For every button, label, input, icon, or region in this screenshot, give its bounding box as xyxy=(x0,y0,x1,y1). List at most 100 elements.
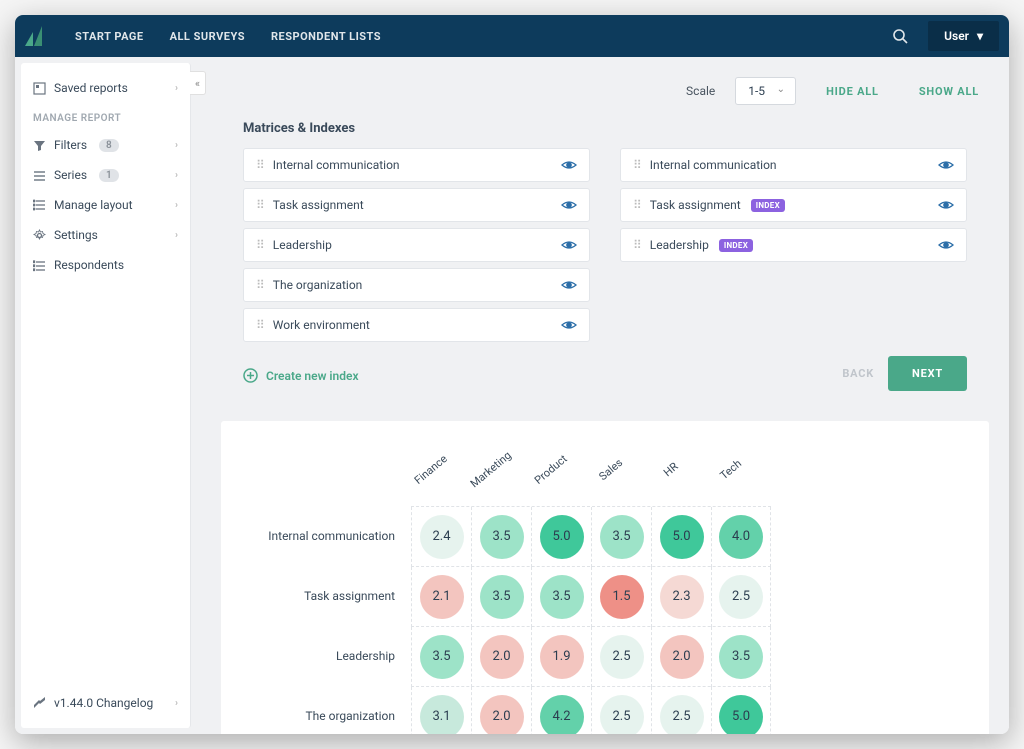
series-icon xyxy=(33,169,46,182)
eye-icon[interactable] xyxy=(938,159,954,171)
sidebar-manage-layout[interactable]: Manage layout › xyxy=(21,190,190,220)
drag-icon: ⠿ xyxy=(256,198,263,212)
hide-all-button[interactable]: HIDE ALL xyxy=(816,85,889,98)
matrix-item[interactable]: ⠿ Leadership INDEX xyxy=(620,228,967,262)
create-new-index-button[interactable]: Create new index xyxy=(243,368,359,383)
heatmap-cell[interactable]: 3.1 xyxy=(411,687,471,735)
matrix-item[interactable]: ⠿Internal communication xyxy=(243,148,590,182)
matrix-item[interactable]: ⠿ Work environment xyxy=(243,308,590,342)
filter-icon xyxy=(33,139,46,152)
heatmap-cell[interactable]: 2.5 xyxy=(591,687,651,735)
drag-icon: ⠿ xyxy=(633,158,640,172)
chevron-right-icon: › xyxy=(175,230,178,241)
matrix-item-label: Task assignment xyxy=(273,198,364,212)
scale-value: 1-5 xyxy=(748,84,765,98)
index-badge: INDEX xyxy=(719,239,753,252)
sidebar-settings[interactable]: Settings › xyxy=(21,220,190,250)
heatmap-cell[interactable]: 2.5 xyxy=(711,567,771,627)
heatmap-bubble: 3.5 xyxy=(480,575,524,619)
collapse-sidebar-button[interactable]: « xyxy=(190,71,206,95)
sidebar-saved-reports[interactable]: Saved reports › xyxy=(21,73,190,103)
heatmap-bubble: 2.0 xyxy=(660,635,704,679)
user-label: User xyxy=(944,29,969,43)
sidebar-item-label: Filters xyxy=(54,138,87,152)
sidebar-series[interactable]: Series 1 › xyxy=(21,160,190,190)
changelog-icon xyxy=(33,697,46,710)
create-new-label: Create new index xyxy=(266,369,359,383)
show-all-button[interactable]: SHOW ALL xyxy=(909,85,989,98)
heatmap-bubble: 2.3 xyxy=(660,575,704,619)
heatmap-cell[interactable]: 2.3 xyxy=(651,567,711,627)
eye-icon[interactable] xyxy=(938,199,954,211)
heatmap-bubble: 3.5 xyxy=(719,635,763,679)
heatmap-bubble: 2.0 xyxy=(480,695,524,735)
heatmap-cell[interactable]: 1.5 xyxy=(591,567,651,627)
sidebar-filters[interactable]: Filters 8 › xyxy=(21,130,190,160)
chevron-down-icon: ▾ xyxy=(977,29,983,43)
heatmap-cell[interactable]: 5.0 xyxy=(711,687,771,735)
matrix-item[interactable]: ⠿ Task assignment xyxy=(243,188,590,222)
eye-icon[interactable] xyxy=(561,159,577,171)
matrix-item[interactable]: ⠿ Internal communication xyxy=(620,148,967,182)
sidebar-respondents[interactable]: Respondents xyxy=(21,250,190,280)
next-button[interactable]: NEXT xyxy=(888,356,967,391)
sidebar-changelog[interactable]: v1.44.0 Changelog › xyxy=(21,688,190,718)
eye-icon[interactable] xyxy=(561,239,577,251)
scale-select[interactable]: 1-5 ⌄ xyxy=(735,77,796,105)
search-icon[interactable] xyxy=(893,29,908,44)
heatmap-bubble: 2.5 xyxy=(660,695,704,735)
eye-icon[interactable] xyxy=(561,279,577,291)
heatmap-bubble: 3.1 xyxy=(420,695,464,735)
heatmap-bubble: 1.5 xyxy=(600,575,644,619)
heatmap-cell[interactable]: 3.5 xyxy=(531,567,591,627)
user-menu[interactable]: User ▾ xyxy=(928,21,999,51)
respondents-icon xyxy=(33,259,46,272)
heatmap-row-label: Internal communication xyxy=(251,506,411,566)
chevron-right-icon: › xyxy=(175,698,178,709)
matrix-item-label: Work environment xyxy=(273,318,370,332)
heatmap-cell[interactable]: 3.5 xyxy=(711,627,771,687)
matrix-item[interactable]: ⠿Task assignmentINDEX xyxy=(620,188,967,222)
heatmap-cell[interactable]: 3.5 xyxy=(471,567,531,627)
heatmap-cell[interactable]: 2.0 xyxy=(471,687,531,735)
matrix-item[interactable]: ⠿Leadership xyxy=(243,228,590,262)
heatmap-bubble: 4.2 xyxy=(540,695,584,735)
heatmap-row-label: The organization xyxy=(251,686,411,734)
heatmap-bubble: 1.9 xyxy=(540,635,584,679)
index-badge: INDEX xyxy=(751,199,785,212)
scale-label: Scale xyxy=(686,84,715,98)
matrix-item[interactable]: ⠿The organization xyxy=(243,268,590,302)
heatmap-cell[interactable]: 2.0 xyxy=(471,627,531,687)
chevron-right-icon: › xyxy=(175,200,178,211)
drag-icon: ⠿ xyxy=(633,198,640,212)
heatmap-cell[interactable]: 2.5 xyxy=(591,627,651,687)
heatmap-cell[interactable]: 1.9 xyxy=(531,627,591,687)
nav-respondent-lists[interactable]: RESPONDENT LISTS xyxy=(271,30,381,43)
plus-circle-icon xyxy=(243,368,258,383)
reports-icon xyxy=(33,82,46,95)
drag-icon: ⠿ xyxy=(256,318,263,332)
heatmap-cell[interactable]: 2.0 xyxy=(651,627,711,687)
matrix-item-label: Leadership xyxy=(273,238,332,252)
matrix-item-label: Internal communication xyxy=(650,158,777,172)
eye-icon[interactable] xyxy=(561,199,577,211)
matrix-item-label: The organization xyxy=(273,278,363,292)
sidebar-item-label: Respondents xyxy=(54,258,124,272)
nav-start-page[interactable]: START PAGE xyxy=(75,30,144,43)
heatmap-cell[interactable]: 3.5 xyxy=(411,627,471,687)
sidebar-saved-label: Saved reports xyxy=(54,81,128,95)
eye-icon[interactable] xyxy=(561,319,577,331)
matrix-item-label: Leadership xyxy=(650,238,709,252)
heatmap-bubble: 3.5 xyxy=(540,575,584,619)
gear-icon xyxy=(33,229,46,242)
nav-all-surveys[interactable]: ALL SURVEYS xyxy=(170,30,245,43)
layout-icon xyxy=(33,199,46,212)
heatmap-cell[interactable]: 4.2 xyxy=(531,687,591,735)
heatmap-cell[interactable]: 2.1 xyxy=(411,567,471,627)
heatmap-bubble: 2.1 xyxy=(420,575,464,619)
eye-icon[interactable] xyxy=(938,239,954,251)
drag-icon: ⠿ xyxy=(633,238,640,252)
heatmap-cell[interactable]: 2.5 xyxy=(651,687,711,735)
logo[interactable] xyxy=(25,25,55,47)
filters-badge: 8 xyxy=(99,139,119,152)
